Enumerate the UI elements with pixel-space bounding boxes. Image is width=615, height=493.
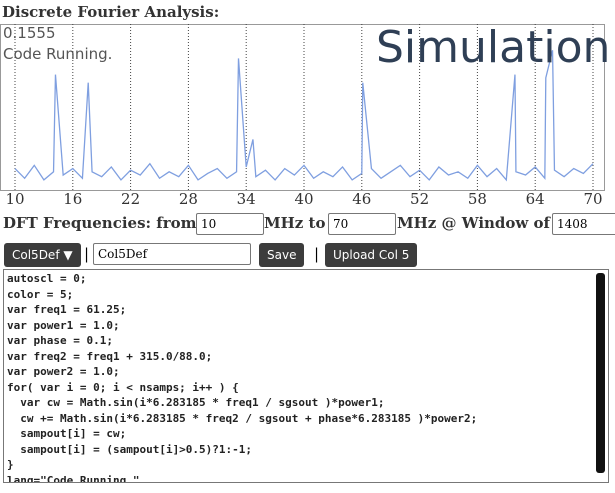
spectrum-line — [14, 50, 594, 182]
status: Code Running. — [3, 45, 113, 63]
sample-value: 0.1555 — [3, 24, 56, 42]
code-line: } — [7, 458, 14, 471]
code-line: var freq2 = freq1 + 315.0/88.0; — [7, 349, 213, 363]
x-tick-label: 40 — [294, 190, 313, 208]
x-tick-label: 10 — [5, 190, 24, 208]
x-tick-label: 52 — [410, 190, 429, 208]
code-line: lang="Code Running." — [7, 473, 140, 483]
x-tick-label: 16 — [63, 190, 82, 208]
separator: | — [314, 245, 320, 263]
to-input[interactable]: 70 — [328, 213, 396, 235]
code-line: sampout[i] = (sampout[i]>0.5)?1:-1; — [7, 442, 253, 456]
code-line: var freq1 = 61.25; — [7, 303, 127, 316]
x-tick-label: 70 — [583, 190, 602, 208]
code-text: autoscl = 0; color = 5; var freq1 = 61.25;… — [4, 270, 608, 483]
from-label: DFT Frequencies: from: — [3, 214, 203, 232]
code-line: cw += Math.sin(i*6.283185 * freq2 / sgso… — [7, 411, 478, 425]
code-line: var power2 = 1.0; — [7, 365, 120, 378]
x-tick-label: 64 — [526, 190, 545, 208]
save-button[interactable]: Save — [259, 243, 305, 267]
code-line: var phase = 0.1; — [7, 334, 113, 347]
code-line: autoscl = 0; — [7, 272, 87, 285]
upload-button[interactable]: Upload Col 5 — [325, 243, 418, 267]
x-tick-label: 58 — [468, 190, 487, 208]
code-line: sampout[i] = cw; — [7, 427, 127, 440]
plot-frame — [0, 24, 605, 191]
to-label: MHz to — [264, 214, 326, 232]
x-tick-label: 46 — [352, 190, 371, 208]
separator: | — [84, 245, 90, 263]
x-tick-label: 22 — [121, 190, 140, 208]
window-input[interactable]: 1408 — [552, 213, 615, 235]
code-line: var cw = Math.sin(i*6.283185 * freq1 / s… — [7, 396, 385, 409]
from-input[interactable]: 10 — [196, 213, 264, 235]
simulation-label: Simulation — [376, 22, 611, 73]
name-input[interactable]: Col5Def — [93, 243, 251, 265]
code-line: color = 5; — [7, 287, 74, 301]
x-tick-label: 34 — [237, 190, 256, 208]
chart: 10 16 22 28 34 40 46 52 58 64 70 — [0, 24, 605, 208]
window-label: MHz @ Window of — [397, 214, 551, 232]
scrollbar[interactable] — [596, 273, 605, 473]
code-line: for( var i = 0; i < nsamps; i++ ) { — [7, 380, 239, 394]
code-editor[interactable]: autoscl = 0; color = 5; var freq1 = 61.25;… — [3, 269, 609, 483]
column-select[interactable]: Col5Def ▼ — [4, 243, 81, 267]
x-tick-label: 28 — [179, 190, 198, 208]
code-line: var power1 = 1.0; — [7, 318, 120, 332]
page-title: Discrete Fourier Analysis: — [2, 3, 220, 21]
